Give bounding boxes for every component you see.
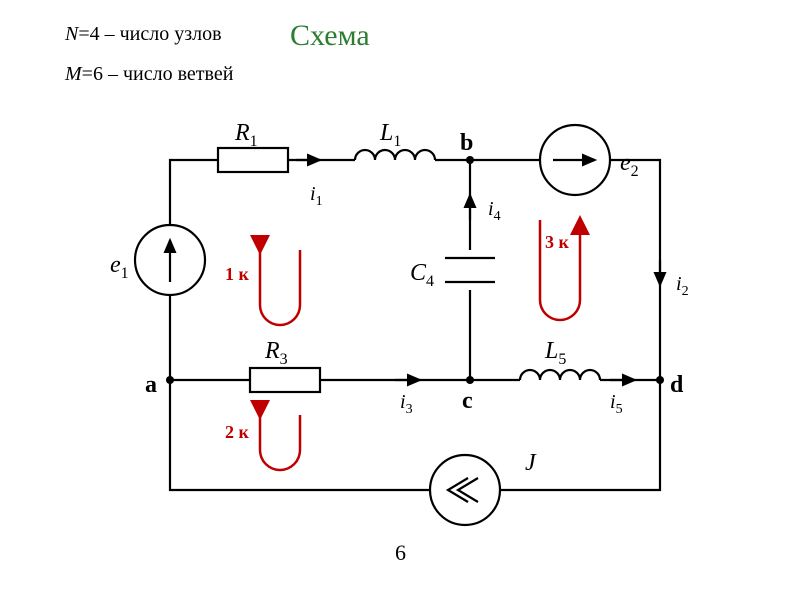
note-N: N=4 – число узлов bbox=[64, 23, 222, 45]
R1-label: R1 bbox=[234, 120, 258, 150]
node-a-label: a bbox=[145, 372, 157, 398]
i1-label: i1 bbox=[310, 183, 323, 209]
current-arrows bbox=[296, 160, 660, 380]
e2-label: e2 bbox=[620, 150, 639, 180]
page-number: 6 bbox=[395, 540, 406, 565]
e1-label: e1 bbox=[110, 252, 129, 282]
i5-label: i5 bbox=[610, 391, 623, 417]
loop2-label: 2 к bbox=[225, 422, 250, 442]
i2-label: i2 bbox=[676, 273, 689, 299]
component-labels: e1 e2 R1 R3 L1 L5 C4 J bbox=[110, 120, 639, 476]
page-title: Схема bbox=[290, 19, 370, 52]
L5-label: L5 bbox=[544, 338, 566, 368]
circuit-wires bbox=[135, 125, 660, 525]
J-label: J bbox=[525, 450, 537, 476]
i4-label: i4 bbox=[488, 198, 501, 224]
C4-label: C4 bbox=[410, 260, 434, 290]
node-c-label: c bbox=[462, 388, 473, 414]
current-labels: i1 i2 i3 i4 i5 bbox=[310, 183, 689, 417]
loop1-label: 1 к bbox=[225, 264, 250, 284]
i3-label: i3 bbox=[400, 391, 413, 417]
R3-label: R3 bbox=[264, 338, 288, 368]
node-d-label: d bbox=[670, 372, 684, 398]
loop-contours bbox=[260, 220, 580, 470]
loop3-label: 3 к bbox=[545, 232, 570, 252]
note-M: M=6 – число ветвей bbox=[64, 63, 234, 85]
node-b-label: b bbox=[460, 130, 473, 156]
loop-labels: 1 к 2 к 3 к bbox=[225, 232, 570, 442]
L1-label: L1 bbox=[379, 120, 401, 150]
